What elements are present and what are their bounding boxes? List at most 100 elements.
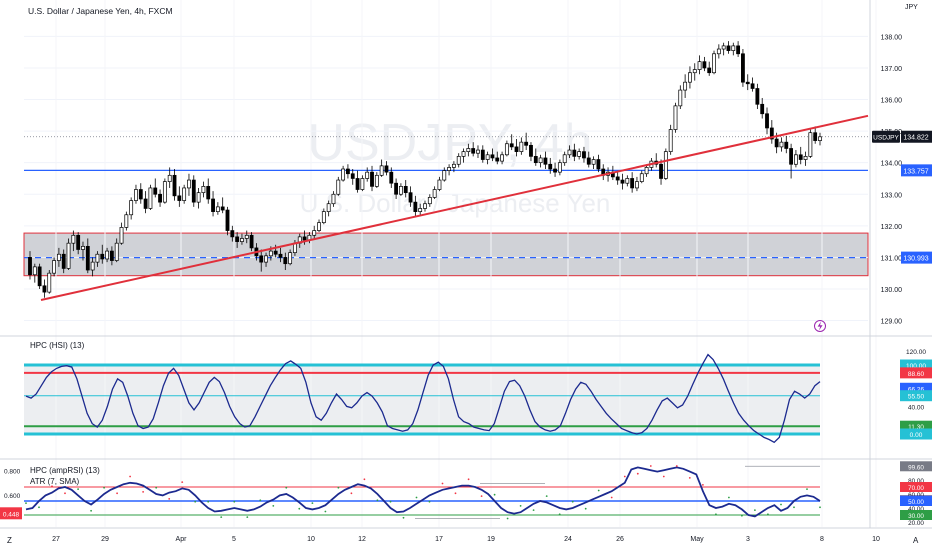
- candle-body: [461, 151, 466, 157]
- candle-body: [56, 253, 61, 261]
- time-tick-label: 26: [616, 536, 624, 543]
- candle-body: [721, 45, 726, 50]
- candle-body: [403, 186, 408, 194]
- time-tick-label: 24: [564, 536, 572, 543]
- amp-left-tick: 0.800: [4, 469, 21, 476]
- candle-body: [370, 171, 374, 187]
- trendline: [40, 114, 869, 301]
- candle-body: [688, 72, 692, 83]
- amp-dot: [220, 516, 223, 518]
- candle-body: [336, 179, 341, 195]
- candle-body: [736, 45, 741, 55]
- candle-body: [413, 201, 418, 212]
- candle-body: [437, 179, 442, 190]
- candle-body: [529, 144, 533, 157]
- amp-dot: [311, 502, 314, 504]
- candle-body: [191, 179, 196, 203]
- amp-dot: [415, 496, 418, 499]
- candle-body: [119, 227, 124, 244]
- candle-body: [596, 159, 601, 170]
- amp-dot: [285, 486, 288, 489]
- amp-dot: [754, 509, 756, 511]
- amp-dot: [793, 506, 795, 509]
- candle-body: [490, 154, 495, 159]
- candle-body: [702, 61, 707, 69]
- candle-body: [789, 148, 794, 165]
- candle-body: [418, 208, 423, 212]
- last-price-badge: [901, 130, 932, 143]
- candle-body: [635, 181, 639, 189]
- amp-dot: [298, 507, 301, 510]
- watermark-symbol: USDJPY, 4h: [307, 114, 592, 172]
- time-tick-label: 19: [487, 536, 495, 543]
- amp-dot: [702, 484, 704, 486]
- candle-body: [678, 89, 683, 107]
- candle-body: [134, 189, 138, 201]
- candle-body: [138, 189, 143, 200]
- amp-axis-label: 70.00: [908, 485, 924, 492]
- candle-body: [76, 234, 81, 250]
- footer-right-label[interactable]: A: [913, 536, 919, 545]
- amp-dot: [181, 481, 184, 483]
- price-tick-label: 129.00: [881, 319, 903, 326]
- level-price-badge: [901, 251, 932, 264]
- amp-dot: [610, 496, 613, 499]
- candle-body: [341, 168, 346, 181]
- candle-body: [211, 198, 215, 212]
- amp-dot: [51, 485, 53, 488]
- candle-body: [480, 149, 485, 160]
- footer-left-label[interactable]: Z: [7, 536, 12, 545]
- candle-body: [504, 143, 509, 156]
- candle-body: [639, 173, 644, 182]
- hsi-axis-badge: [900, 390, 932, 402]
- amp-dot: [324, 510, 327, 513]
- indicator1-title: HPC (HSI) (13): [30, 341, 85, 350]
- candle-body: [124, 214, 129, 228]
- amp-dot: [480, 495, 483, 497]
- candle-body: [432, 189, 437, 198]
- candle-body: [374, 174, 379, 187]
- candle-body: [495, 157, 500, 162]
- candle-body: [813, 132, 818, 141]
- candle-body: [697, 61, 702, 70]
- candle-body: [586, 157, 591, 165]
- candle-body: [129, 200, 134, 216]
- amp-left-badge: [0, 507, 22, 520]
- amp-dot: [597, 489, 600, 492]
- candle-body: [741, 53, 745, 83]
- candle-body: [745, 81, 750, 85]
- candle-body: [81, 245, 85, 250]
- candle-body: [177, 195, 182, 201]
- candle-body: [32, 266, 37, 276]
- hsi-axis-badge: [900, 428, 932, 440]
- time-tick-label: 29: [101, 536, 109, 543]
- candle-body: [85, 245, 90, 271]
- bolt-glyph[interactable]: [817, 321, 823, 331]
- candle-body: [644, 167, 649, 175]
- amp-axis-label: 99.60: [908, 464, 924, 471]
- amp-axis-badge: [900, 482, 932, 492]
- symbol-badge: [872, 130, 900, 143]
- amp-axis-badge: [900, 510, 932, 520]
- candle-body: [312, 230, 317, 236]
- replay-bolt-icon[interactable]: [814, 320, 826, 332]
- amp-dot: [90, 509, 92, 512]
- amp-dot: [428, 500, 431, 503]
- candle-body: [451, 163, 456, 168]
- hsi-axis-label: 100.00: [906, 363, 926, 370]
- candle-body: [355, 178, 360, 190]
- amp-dot: [350, 492, 353, 495]
- candle-body: [346, 168, 350, 175]
- candle-body: [538, 157, 543, 164]
- candle-body: [760, 103, 765, 115]
- time-tick-label: 27: [52, 536, 60, 543]
- level-price-badge: [901, 164, 932, 177]
- amp-line: [25, 466, 821, 518]
- hsi-axis-badge: [900, 420, 932, 432]
- candle-body: [182, 187, 187, 201]
- amp-dot: [715, 513, 717, 516]
- candle-body: [398, 186, 403, 195]
- symbol-badge-text: USDJPY: [873, 135, 899, 142]
- candle-body: [731, 45, 736, 51]
- candle-body: [52, 260, 57, 274]
